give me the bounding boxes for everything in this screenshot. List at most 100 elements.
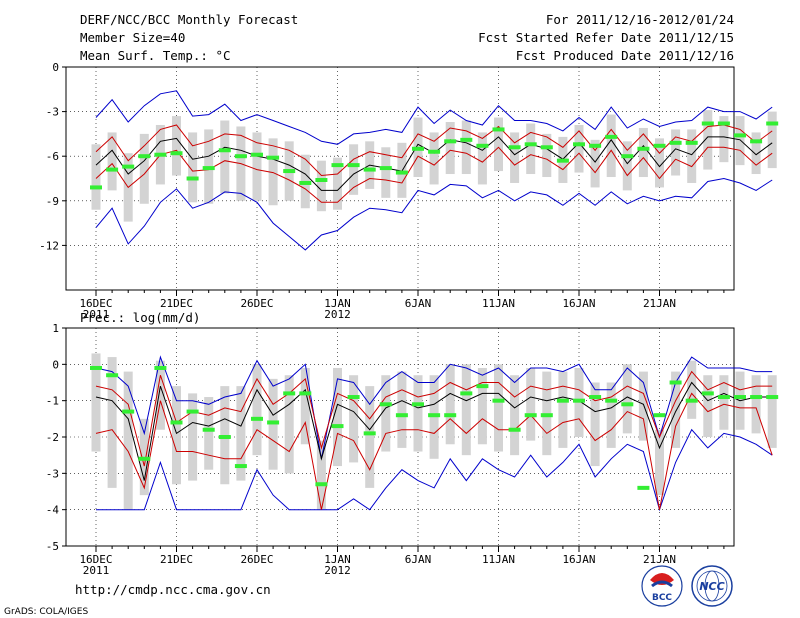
y-tick-label: -3 xyxy=(46,467,59,480)
obs-marker xyxy=(283,391,296,396)
series-min-line xyxy=(95,177,773,251)
obs-marker xyxy=(90,185,102,190)
ensemble-box xyxy=(300,367,310,445)
ensemble-box xyxy=(558,371,568,448)
ensemble-box xyxy=(751,132,761,175)
ensemble-box xyxy=(188,393,198,481)
obs-marker xyxy=(701,391,714,396)
obs-marker xyxy=(106,373,119,378)
ensemble-box xyxy=(494,364,503,452)
obs-marker xyxy=(186,176,199,181)
ensemble-box xyxy=(687,129,697,183)
ensemble-box xyxy=(252,132,262,201)
obs-marker xyxy=(492,127,505,132)
obs-marker xyxy=(492,398,505,403)
obs-marker xyxy=(428,149,441,154)
obs-marker xyxy=(573,398,585,403)
x-year-label: 2011 xyxy=(83,564,110,577)
obs-marker xyxy=(685,398,698,403)
obs-marker xyxy=(251,152,263,157)
temperature-panel: 0 -3 -6 -9 -12 16DEC 21DEC 26DEC 1JAN 6JAN 11JAN 16… xyxy=(39,61,779,321)
x-tick-label: 21JAN xyxy=(643,553,676,566)
series-lower-inner-line xyxy=(95,392,773,510)
obs-marker xyxy=(138,154,151,159)
obs-marker xyxy=(395,170,408,175)
obs-marker xyxy=(363,431,376,436)
ensemble-box xyxy=(671,371,681,448)
ensemble-box xyxy=(477,367,487,445)
ncc-logo-ring xyxy=(691,565,733,607)
ensemble-box xyxy=(445,122,455,175)
ensemble-box xyxy=(333,367,342,467)
obs-marker xyxy=(460,391,473,396)
ensemble-box xyxy=(655,138,664,188)
x-tick-label: 6JAN xyxy=(405,297,432,310)
ensemble-box xyxy=(188,132,198,203)
ncc-logo-meridian xyxy=(704,570,720,602)
series-upper-inner-line xyxy=(95,370,773,467)
ensemble-box xyxy=(316,440,326,510)
obs-marker xyxy=(154,365,167,370)
ensemble-box xyxy=(252,364,262,456)
obs-marker xyxy=(766,121,779,126)
obs-marker xyxy=(363,167,376,172)
obs-marker xyxy=(170,151,183,156)
footer-url[interactable]: http://cmdp.ncc.cma.gov.cn xyxy=(75,582,271,597)
ensemble-box xyxy=(590,139,600,188)
ensemble-box xyxy=(445,364,455,445)
ensemble-box xyxy=(767,375,777,448)
obs-marker xyxy=(412,146,424,151)
obs-marker xyxy=(315,482,328,487)
obs-marker xyxy=(122,164,135,169)
ensemble-box xyxy=(606,114,616,178)
obs-marker xyxy=(379,166,392,171)
obs-marker xyxy=(701,121,714,126)
obs-marker xyxy=(186,409,199,414)
ensemble-box xyxy=(526,367,536,441)
obs-marker xyxy=(589,143,602,148)
obs-marker xyxy=(379,402,392,407)
plot-frame xyxy=(65,66,735,291)
ensemble-box xyxy=(397,371,407,448)
ensemble-box xyxy=(655,429,664,496)
obs-marker xyxy=(299,180,312,185)
x-tick-label: 1JAN xyxy=(324,553,351,566)
header-title: DERF/NCC/BCC Monthly Forecast xyxy=(80,12,298,27)
ensemble-box xyxy=(172,116,181,176)
ensemble-box xyxy=(284,375,294,474)
obs-marker xyxy=(476,143,489,148)
ncc-logo-text: NCC xyxy=(699,580,724,593)
bcc-logo: BCC xyxy=(641,565,683,607)
y-tick-label: 0 xyxy=(52,61,59,74)
ensemble-box xyxy=(703,375,713,437)
x-tick-label: 26DEC xyxy=(240,553,273,566)
obs-marker xyxy=(412,402,424,407)
x-tick-label: 11JAN xyxy=(482,553,515,566)
ensemble-box xyxy=(622,364,632,434)
ensemble-box xyxy=(381,375,391,452)
ensemble-box xyxy=(349,144,359,195)
y-tick-label: -2 xyxy=(46,431,59,444)
obs-marker xyxy=(685,140,698,145)
obs-marker xyxy=(202,166,215,171)
obs-marker xyxy=(556,398,569,403)
ensemble-box xyxy=(91,144,101,210)
ensemble-box xyxy=(91,353,101,452)
series-median-line xyxy=(95,381,773,481)
obs-marker xyxy=(573,142,585,147)
chart-title-prec: Prec.: log(mm/d) xyxy=(80,310,200,325)
ensemble-box xyxy=(510,132,520,183)
x-tick-label: 11JAN xyxy=(482,297,515,310)
ensemble-box xyxy=(719,375,729,430)
y-tick-label: -3 xyxy=(46,106,59,119)
ensemble-box xyxy=(349,375,359,463)
obs-marker xyxy=(766,395,779,400)
ensemble-box xyxy=(107,357,117,488)
series-max-line xyxy=(95,90,773,145)
header-period: For 2011/12/16-2012/01/24 xyxy=(546,12,734,27)
obs-marker xyxy=(508,427,521,432)
ensemble-box xyxy=(204,397,214,470)
ensemble-box xyxy=(220,120,230,194)
